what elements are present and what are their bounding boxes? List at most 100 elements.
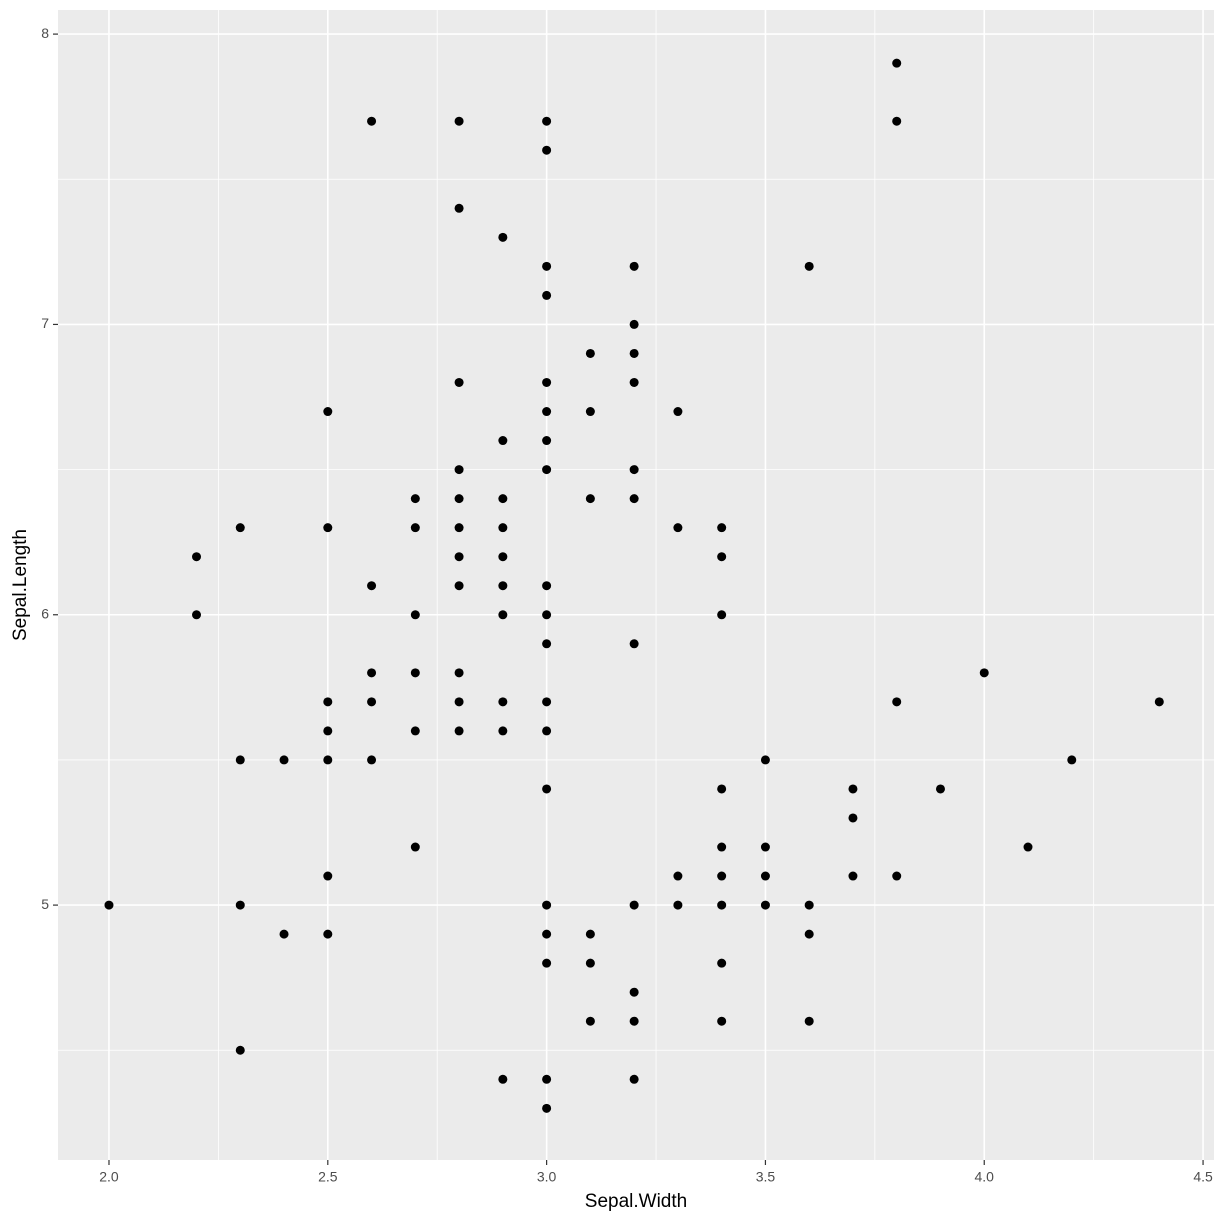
point xyxy=(498,552,508,562)
point xyxy=(410,610,420,620)
point xyxy=(454,697,464,707)
point xyxy=(542,145,552,155)
point xyxy=(542,784,552,794)
point xyxy=(542,610,552,620)
point xyxy=(848,813,858,823)
point xyxy=(629,261,639,271)
point xyxy=(979,668,989,678)
point xyxy=(454,203,464,213)
point xyxy=(629,639,639,649)
x-tick-label: 2.5 xyxy=(318,1169,338,1185)
point xyxy=(673,407,683,417)
point xyxy=(892,58,902,68)
point xyxy=(717,552,727,562)
point xyxy=(454,116,464,126)
point xyxy=(367,668,377,678)
y-tick-label: 7 xyxy=(41,315,49,331)
point xyxy=(848,871,858,881)
x-axis-title: Sepal.Width xyxy=(585,1191,687,1212)
point xyxy=(498,232,508,242)
point xyxy=(542,377,552,387)
point xyxy=(542,436,552,446)
point xyxy=(279,755,289,765)
point xyxy=(717,784,727,794)
point xyxy=(367,581,377,591)
point xyxy=(717,958,727,968)
point xyxy=(498,726,508,736)
point xyxy=(717,842,727,852)
point xyxy=(542,726,552,736)
point xyxy=(367,755,377,765)
point xyxy=(104,900,114,910)
x-tick-label: 4.0 xyxy=(975,1169,995,1185)
point xyxy=(410,668,420,678)
point xyxy=(323,755,333,765)
point xyxy=(498,436,508,446)
point xyxy=(542,639,552,649)
point xyxy=(585,494,595,504)
point xyxy=(323,697,333,707)
point xyxy=(235,1045,245,1055)
point xyxy=(804,900,814,910)
point xyxy=(717,523,727,533)
point xyxy=(410,842,420,852)
point xyxy=(323,407,333,417)
point xyxy=(585,348,595,358)
point xyxy=(629,1016,639,1026)
point xyxy=(629,348,639,358)
point xyxy=(673,523,683,533)
point xyxy=(454,552,464,562)
point xyxy=(629,494,639,504)
point xyxy=(673,900,683,910)
point xyxy=(323,871,333,881)
point xyxy=(542,290,552,300)
point xyxy=(542,929,552,939)
y-axis-title: Sepal.Length xyxy=(10,529,31,641)
point xyxy=(892,697,902,707)
point xyxy=(498,610,508,620)
point xyxy=(629,1074,639,1084)
point xyxy=(542,407,552,417)
point xyxy=(498,523,508,533)
point xyxy=(498,581,508,591)
point xyxy=(192,610,202,620)
x-tick-label: 3.0 xyxy=(537,1169,557,1185)
x-tick-label: 2.0 xyxy=(99,1169,119,1185)
point xyxy=(717,900,727,910)
point xyxy=(585,958,595,968)
point xyxy=(454,726,464,736)
point xyxy=(585,407,595,417)
point xyxy=(1023,842,1033,852)
point xyxy=(804,1016,814,1026)
point xyxy=(542,465,552,475)
y-tick-label: 6 xyxy=(41,605,49,621)
point xyxy=(542,958,552,968)
point xyxy=(760,871,770,881)
point xyxy=(454,523,464,533)
point xyxy=(498,494,508,504)
x-tick-label: 4.5 xyxy=(1193,1169,1213,1185)
point xyxy=(367,116,377,126)
point xyxy=(629,377,639,387)
point xyxy=(542,116,552,126)
point xyxy=(235,523,245,533)
point xyxy=(760,755,770,765)
x-tick-label: 3.5 xyxy=(756,1169,776,1185)
point xyxy=(323,523,333,533)
y-tick-label: 8 xyxy=(41,25,49,41)
point xyxy=(935,784,945,794)
point xyxy=(542,1103,552,1113)
point xyxy=(760,900,770,910)
point xyxy=(629,319,639,329)
point xyxy=(629,465,639,475)
point xyxy=(323,929,333,939)
point xyxy=(717,1016,727,1026)
point xyxy=(410,726,420,736)
point xyxy=(454,581,464,591)
point xyxy=(717,610,727,620)
point xyxy=(410,523,420,533)
point xyxy=(804,929,814,939)
panel xyxy=(58,10,1214,1160)
point xyxy=(804,261,814,271)
